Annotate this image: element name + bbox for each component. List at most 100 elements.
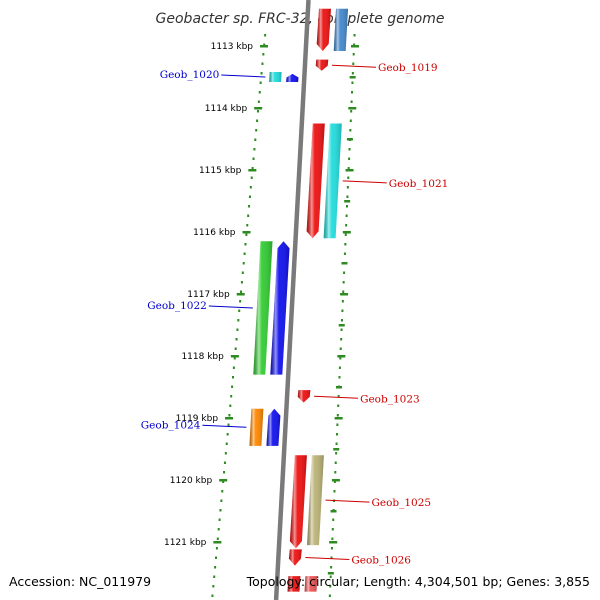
- gene-feature[interactable]: [297, 390, 311, 403]
- kbp-tick-label: 1121 kbp: [164, 538, 207, 548]
- gene-feature[interactable]: [316, 8, 331, 52]
- minor-tick-mark: [331, 528, 334, 531]
- gene-label[interactable]: Geob_1024: [141, 419, 201, 431]
- minor-tick-mark: [344, 233, 347, 236]
- minor-tick-mark: [335, 442, 338, 445]
- minor-tick-mark: [264, 34, 267, 37]
- minor-tick-mark: [351, 72, 354, 75]
- minor-tick-mark: [352, 62, 355, 65]
- minor-tick-mark: [249, 186, 252, 189]
- minor-tick-mark: [333, 490, 336, 493]
- minor-tick-mark: [246, 224, 249, 227]
- kbp-tick-label: 1116 kbp: [193, 228, 236, 238]
- minor-tick-mark: [352, 53, 355, 56]
- minor-tick-mark: [250, 176, 253, 179]
- minor-tick-mark: [242, 262, 245, 265]
- kbp-tick-mark: [345, 169, 354, 172]
- gene-label-connector: [208, 305, 253, 309]
- minor-tick-mark: [351, 91, 354, 94]
- minor-tick-mark: [239, 300, 242, 303]
- gene-label[interactable]: Geob_1025: [371, 497, 431, 509]
- gene-label[interactable]: Geob_1019: [378, 62, 438, 74]
- minor-tick-mark: [233, 357, 236, 360]
- minor-tick-mark: [240, 281, 243, 284]
- kbp-tick-mark: [236, 293, 245, 296]
- minor-tick-mark: [346, 186, 349, 189]
- minor-tick-mark: [337, 404, 340, 407]
- gene-label[interactable]: Geob_1026: [351, 555, 411, 567]
- minor-tick-mark: [240, 290, 243, 293]
- gene-feature[interactable]: [266, 408, 281, 446]
- gene-label[interactable]: Geob_1021: [389, 178, 449, 190]
- gene-feature[interactable]: [249, 408, 264, 446]
- minor-tick-mark: [329, 575, 332, 578]
- kbp-tick-mark: [349, 76, 356, 79]
- gene-label-connector: [221, 74, 266, 78]
- minor-tick-mark: [346, 205, 349, 208]
- gene-feature[interactable]: [286, 73, 299, 82]
- gene-label[interactable]: Geob_1022: [147, 300, 207, 312]
- minor-tick-mark: [353, 34, 356, 37]
- minor-tick-mark: [237, 319, 240, 322]
- kbp-tick-mark: [330, 510, 337, 513]
- gene-label-connector: [305, 557, 350, 560]
- gene-feature[interactable]: [304, 576, 318, 592]
- minor-tick-mark: [212, 585, 215, 588]
- gene-feature[interactable]: [270, 241, 290, 375]
- minor-tick-mark: [248, 205, 251, 208]
- minor-tick-mark: [251, 167, 254, 170]
- gene-feature[interactable]: [306, 123, 325, 239]
- minor-tick-mark: [223, 461, 226, 464]
- gene-feature[interactable]: [315, 59, 329, 71]
- minor-tick-mark: [333, 480, 336, 483]
- minor-tick-mark: [231, 385, 234, 388]
- minor-tick-mark: [255, 129, 258, 132]
- minor-tick-mark: [222, 480, 225, 483]
- minor-tick-mark: [230, 395, 233, 398]
- minor-tick-mark: [217, 528, 220, 531]
- kbp-tick-label: 1113 kbp: [211, 42, 254, 52]
- minor-tick-mark: [238, 309, 241, 312]
- gene-feature[interactable]: [333, 8, 348, 52]
- minor-tick-mark: [236, 328, 239, 331]
- minor-tick-mark: [245, 233, 248, 236]
- minor-tick-mark: [232, 366, 235, 369]
- gene-feature[interactable]: [269, 72, 282, 82]
- gene-feature[interactable]: [288, 549, 302, 566]
- kbp-tick-mark: [331, 479, 340, 482]
- minor-tick-mark: [334, 471, 337, 474]
- minor-tick-mark: [211, 594, 214, 597]
- minor-tick-mark: [337, 395, 340, 398]
- kbp-tick-label: 1114 kbp: [205, 104, 248, 114]
- gene-label[interactable]: Geob_1020: [160, 69, 220, 81]
- minor-tick-mark: [253, 148, 256, 151]
- minor-tick-mark: [218, 518, 221, 521]
- minor-tick-mark: [342, 290, 345, 293]
- minor-tick-mark: [342, 281, 345, 284]
- gene-feature[interactable]: [253, 241, 273, 375]
- kbp-tick-mark: [346, 138, 353, 141]
- minor-tick-mark: [341, 300, 344, 303]
- gene-label-connector: [342, 180, 387, 184]
- gene-feature[interactable]: [287, 576, 301, 592]
- kbp-tick-label: 1117 kbp: [187, 290, 230, 300]
- minor-tick-mark: [348, 157, 351, 160]
- minor-tick-mark: [220, 499, 223, 502]
- gene-feature[interactable]: [289, 455, 307, 549]
- minor-tick-mark: [257, 100, 260, 103]
- gene-label-connector: [202, 424, 247, 428]
- gene-label[interactable]: Geob_1023: [360, 393, 420, 405]
- gene-feature[interactable]: [307, 455, 324, 546]
- minor-tick-mark: [215, 556, 218, 559]
- minor-tick-mark: [350, 100, 353, 103]
- gene-feature[interactable]: [323, 123, 342, 239]
- kbp-tick-mark: [254, 107, 263, 110]
- minor-tick-mark: [260, 72, 263, 75]
- kbp-tick-mark: [342, 231, 351, 234]
- kbp-tick-mark: [242, 231, 251, 234]
- minor-tick-mark: [224, 452, 227, 455]
- kbp-tick-mark: [341, 262, 348, 265]
- minor-tick-mark: [248, 195, 251, 198]
- minor-tick-mark: [347, 167, 350, 170]
